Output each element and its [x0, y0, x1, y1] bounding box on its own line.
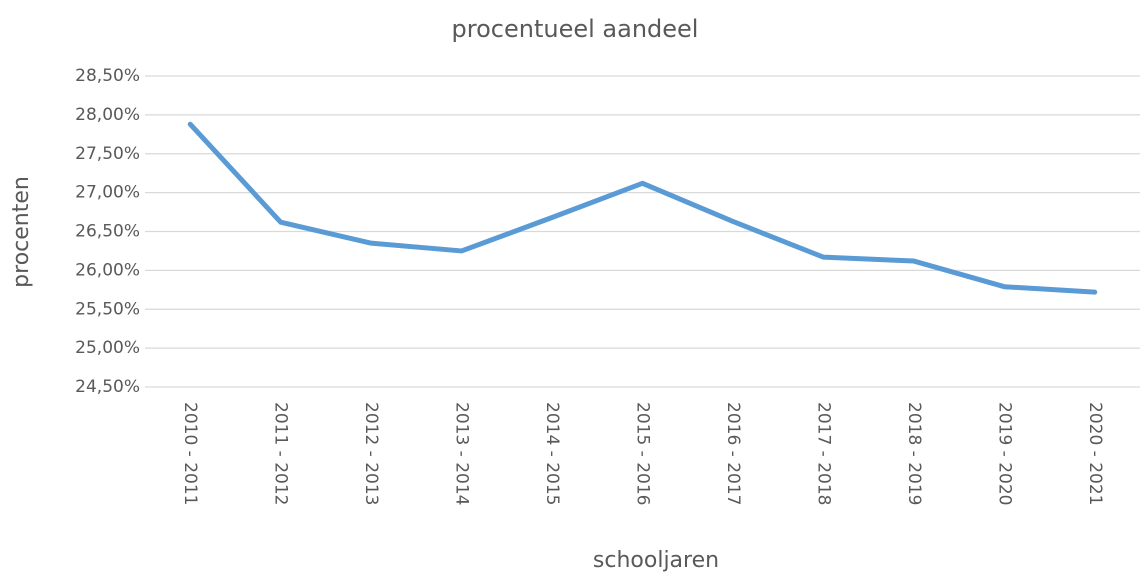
y-axis-title: procenten [9, 176, 34, 288]
y-tick-label: 28,50% [75, 66, 140, 86]
y-tick-label: 26,50% [75, 222, 140, 242]
y-tick-label: 26,00% [75, 260, 140, 280]
y-tick-label: 27,00% [75, 183, 140, 203]
x-tick-label: 2012 - 2013 [361, 402, 381, 505]
x-tick-label: 2010 - 2011 [180, 402, 200, 505]
x-tick-label: 2016 - 2017 [723, 402, 743, 505]
chart-title: procentueel aandeel [452, 15, 699, 43]
y-tick-label: 24,50% [75, 377, 140, 397]
y-tick-label: 27,50% [75, 144, 140, 164]
y-tick-label: 25,50% [75, 299, 140, 319]
y-tick-label: 28,00% [75, 105, 140, 125]
x-tick-label: 2019 - 2020 [994, 402, 1014, 505]
x-tick-label: 2015 - 2016 [633, 402, 653, 505]
x-axis-title: schooljaren [593, 548, 719, 573]
x-tick-label: 2013 - 2014 [452, 402, 472, 505]
line-series [187, 121, 1098, 295]
x-tick-label: 2011 - 2012 [271, 402, 291, 505]
x-tick-label: 2017 - 2018 [813, 402, 833, 505]
x-tick-label: 2020 - 2021 [1085, 402, 1105, 505]
y-tick-label: 25,00% [75, 338, 140, 358]
x-tick-label: 2014 - 2015 [542, 402, 562, 505]
x-tick-label: 2018 - 2019 [904, 402, 924, 505]
